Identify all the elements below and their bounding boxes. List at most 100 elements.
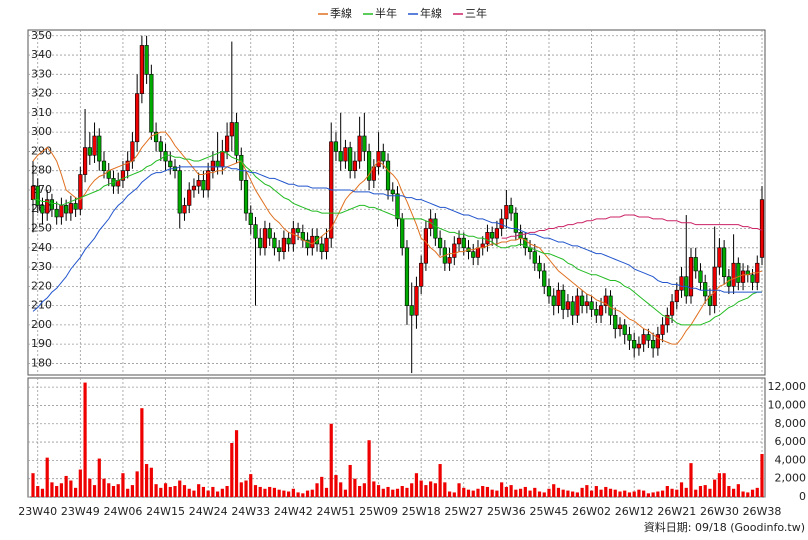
- volume-bar: [268, 486, 272, 497]
- volume-bar: [424, 485, 428, 497]
- candle-body: [603, 295, 608, 306]
- x-tick-label: 24W51: [317, 505, 356, 518]
- volume-bar: [107, 483, 111, 497]
- volume-bar: [88, 478, 92, 497]
- volume-bar: [59, 483, 64, 497]
- candle-body: [594, 309, 599, 316]
- candle-body: [362, 135, 367, 152]
- volume-bar: [381, 488, 385, 497]
- x-tick-label: 26W02: [572, 505, 611, 518]
- candle-body: [130, 141, 135, 162]
- volume-bar: [457, 483, 461, 497]
- volume-bar: [173, 486, 177, 497]
- candle-body: [523, 237, 528, 249]
- y-tick-label: 220: [31, 279, 52, 292]
- y-tick-label: 200: [31, 318, 52, 331]
- volume-bar: [509, 485, 513, 497]
- volume-bar: [130, 485, 135, 497]
- candle-body: [54, 208, 59, 218]
- candle-body: [343, 147, 348, 162]
- volume-bar: [287, 491, 291, 497]
- candle-body: [542, 270, 547, 287]
- volume-bar: [684, 487, 688, 497]
- volume-bar: [296, 492, 300, 497]
- volume-bar: [613, 489, 617, 497]
- candle-body: [641, 334, 646, 345]
- y-tick-label: 250: [31, 222, 52, 235]
- volume-bar: [192, 490, 196, 497]
- volume-bar: [466, 489, 471, 497]
- volume-bar: [698, 486, 703, 497]
- volume-bar: [386, 486, 390, 497]
- volume-bar: [443, 482, 447, 497]
- candle-body: [570, 301, 575, 316]
- y2-tick-label: 6,000: [775, 435, 807, 448]
- volume-bar: [665, 486, 669, 497]
- candle-body: [651, 340, 656, 349]
- volume-bar: [64, 475, 68, 497]
- volume-bar: [552, 484, 556, 497]
- volume-bar: [575, 492, 579, 497]
- volume-bar: [637, 489, 641, 497]
- volume-bar: [168, 486, 172, 497]
- volume-bar: [277, 489, 281, 497]
- candle-body: [750, 274, 755, 283]
- candle-body: [234, 122, 239, 156]
- candle-body: [404, 247, 410, 306]
- candle-body: [608, 295, 613, 316]
- x-tick-label: 25W27: [444, 505, 483, 518]
- volume-bar: [495, 490, 499, 497]
- volume-bar: [324, 487, 329, 497]
- candle-body: [736, 262, 741, 283]
- y-tick-label: 340: [31, 48, 52, 61]
- candle-body: [390, 189, 395, 195]
- candle-body: [206, 170, 211, 191]
- candle-body: [125, 160, 130, 171]
- candle-body: [703, 282, 708, 297]
- volume-bar: [433, 483, 437, 497]
- volume-bar: [708, 488, 712, 497]
- y2-tick-label: 10,000: [768, 398, 807, 411]
- volume-bar: [400, 486, 404, 497]
- volume-bar: [116, 484, 120, 497]
- volume-bar: [395, 488, 400, 497]
- volume-bar: [187, 488, 191, 497]
- volume-bar: [471, 490, 475, 497]
- volume-bar: [646, 493, 650, 497]
- candle-body: [717, 247, 722, 268]
- candle-body: [414, 286, 419, 316]
- volume-bar: [126, 488, 130, 497]
- candle-body: [632, 340, 637, 349]
- volume-bar: [556, 487, 561, 497]
- candle-body: [258, 237, 263, 249]
- candle-body: [646, 334, 651, 341]
- y-tick-label: 290: [31, 144, 52, 157]
- volume-bar: [310, 489, 314, 497]
- volume-bar: [83, 382, 87, 497]
- volume-bar: [45, 457, 49, 497]
- candle-body: [532, 251, 537, 264]
- volume-bar: [438, 464, 442, 497]
- candle-body: [622, 324, 627, 335]
- volume-bar: [315, 483, 319, 497]
- x-tick-label: 24W24: [189, 505, 228, 518]
- volume-bar: [197, 484, 201, 497]
- volume-bar: [429, 481, 433, 497]
- y2-tick-label: 2,000: [775, 472, 807, 485]
- candle-body: [49, 199, 55, 210]
- volume-bar: [92, 485, 97, 497]
- y-tick-label: 310: [31, 106, 52, 119]
- legend-label: 年線: [420, 6, 442, 20]
- volume-bar: [514, 489, 518, 497]
- candle-body: [64, 205, 69, 214]
- candle-body: [319, 243, 324, 252]
- candle-body: [551, 295, 556, 306]
- candle-body: [494, 228, 500, 239]
- candle-body: [144, 45, 149, 75]
- volume-bar: [391, 489, 395, 497]
- candle-body: [73, 203, 78, 210]
- candle-body: [452, 243, 457, 258]
- candle-body: [357, 135, 362, 162]
- volume-bar: [561, 489, 565, 497]
- volume-bar: [372, 481, 376, 497]
